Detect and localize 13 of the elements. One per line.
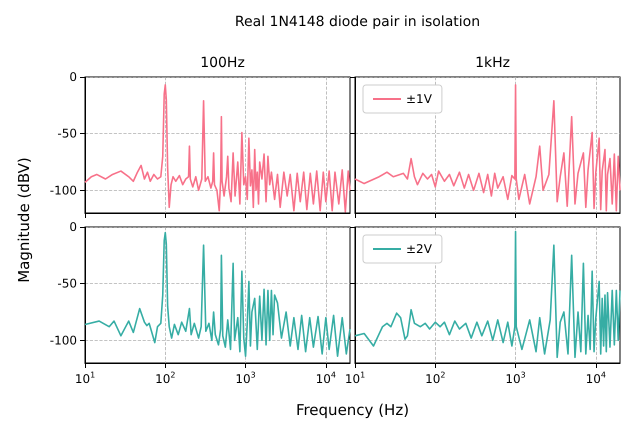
y-tick-label: 0 [69,220,77,234]
chart-subtitle: 100Hz [200,55,245,71]
legend-label: ±2V [406,242,433,256]
x-axis-title: Frequency (Hz) [296,401,410,419]
chart-title: Real 1N4148 diode pair in isolation [234,14,480,30]
chart-subtitle: 1kHz [475,55,510,71]
y-axis-title: Magnitude (dBV) [15,157,33,283]
legend-label: ±1V [406,92,433,106]
y-tick-label: 0 [69,70,77,84]
y-tick-label: -100 [50,333,77,348]
y-tick-label: -50 [57,276,77,291]
y-tick-label: -50 [57,126,77,141]
y-tick-label: -100 [50,183,77,198]
